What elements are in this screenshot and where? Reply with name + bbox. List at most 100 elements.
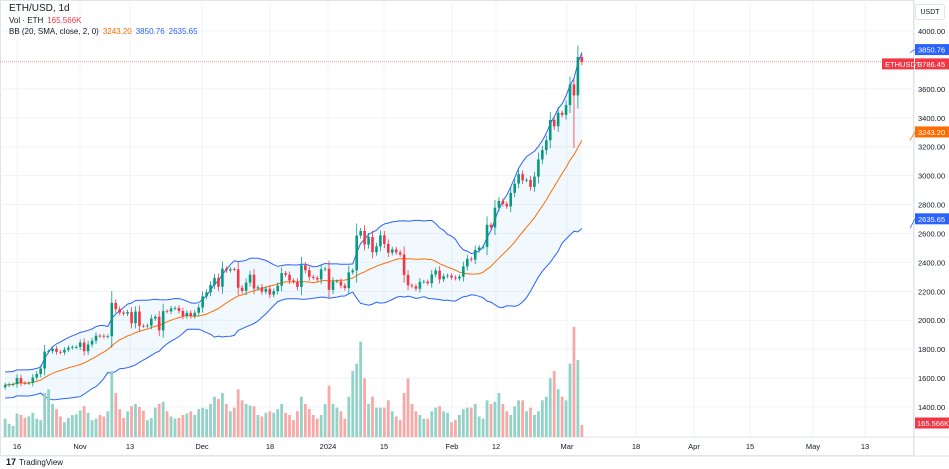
volume-bar [193,415,197,437]
volume-bar [540,400,544,437]
volume-bar [303,404,307,437]
price-tick-label: 1600.00 [918,374,945,383]
volume-bar [481,418,485,437]
candle-body [296,281,299,287]
volume-bar [98,415,102,437]
volume-bar [35,418,39,437]
volume-bar [177,417,181,437]
candle-body [197,307,200,313]
volume-bar [70,415,74,437]
candle-body [122,312,125,314]
candle-body [98,335,102,337]
volume-bar [248,405,252,437]
candle-body [311,276,315,278]
candle-body [564,105,568,115]
candle-body [142,325,145,327]
last-price-label: 3786.45 [918,60,945,69]
candle-body [359,231,362,236]
candle-body [521,174,524,181]
candle-body [63,349,66,353]
candle-body [90,340,94,345]
candle-body [541,150,544,160]
volume-bar [315,418,319,437]
time-tick-label: 16 [13,442,21,451]
price-tick-label: 1400.00 [918,403,945,412]
candle-body [454,277,457,279]
last-price-label-bg [915,58,949,70]
volume-bar [74,414,78,437]
volume-bar [82,406,86,437]
volume-bar [23,417,27,437]
volume-bar [165,411,169,437]
time-tick-label: 12 [492,442,500,451]
volume-bar [292,420,295,437]
bb-lower-value: 2635.65 [168,27,198,36]
bb-upper-value: 3850.76 [135,27,165,36]
bb-basis-label-pointer [909,131,916,141]
volume-bar [272,412,276,437]
candle-body [189,312,193,317]
candle-body [458,276,461,279]
candle-body [434,270,437,275]
candle-body [446,275,449,277]
volume-bar [422,418,426,437]
candle-body [485,224,489,247]
volume-bar [197,409,201,437]
candle-body [572,84,576,96]
candle-body [229,269,232,271]
volume-bar [371,396,374,437]
candle-body [501,200,505,204]
volume-bar [438,406,442,437]
symbol-title[interactable]: ETH/USD, 1d [9,3,74,14]
volume-bar [469,407,473,437]
volume-bar [379,407,382,437]
volume-bar [224,404,228,437]
bb-lower-line [5,228,583,401]
symbol-label: ETH/USD, 1d [9,3,70,14]
volume-bar [521,400,524,437]
volume-bar [414,411,418,437]
volume-bar [134,404,137,437]
volume-bar [355,363,359,437]
volume-bar [126,411,129,437]
volume-bar [78,410,82,437]
candle-body [304,265,307,271]
volume-bar [442,411,445,437]
volume-bar [327,385,331,437]
candle-body [114,302,118,310]
candle-body [418,281,422,289]
candle-body [422,281,426,283]
price-tick-label: 2000.00 [918,316,945,325]
volume-bar [268,411,272,437]
volume-bar [509,415,513,437]
candle-body [442,276,445,280]
candle-body [19,377,23,384]
candle-body [47,351,50,352]
candle-body [545,140,548,151]
currency-unit-button[interactable]: USDT [915,4,945,20]
candle-body [67,347,70,350]
candle-body [161,311,165,331]
candle-body [315,277,319,280]
candle-body [3,385,7,388]
candle-body [331,281,335,290]
bb-upper-label-pointer [909,49,916,53]
candle-body [390,249,394,253]
candle-body [466,258,469,267]
tradingview-logo[interactable]: 17 TradingView [6,458,63,468]
volume-bar [307,409,311,437]
volume-bar [173,418,177,437]
bb-fill [5,52,582,400]
volume-bar [390,411,394,437]
candle-body [256,287,260,289]
plot-border [0,0,914,456]
volume-bar [564,400,568,437]
volume-label: Vol · ETH [9,16,44,25]
candle-body [560,112,564,115]
volume-bar [410,404,414,437]
price-tick-label: 2600.00 [918,229,945,238]
volume-legend[interactable]: Vol · ETH 165.566K [9,16,86,25]
bb-legend[interactable]: BB (20, SMA, close, 2, 0) 3243.20 3850.76 2… [9,27,202,36]
